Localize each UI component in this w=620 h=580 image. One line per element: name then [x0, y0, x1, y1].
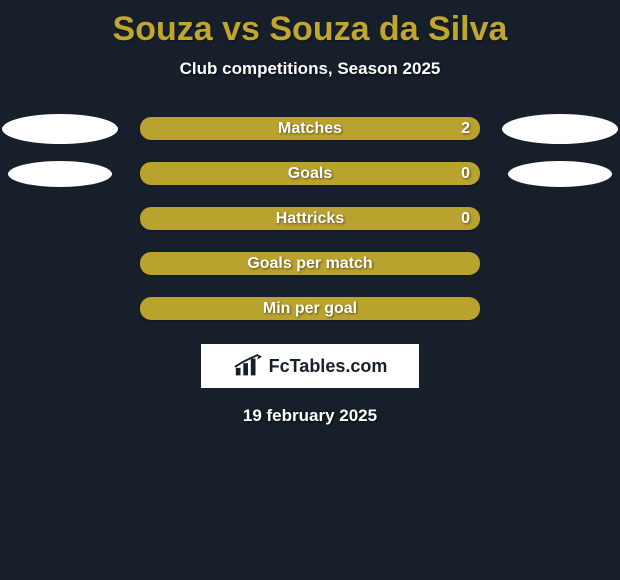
stat-value-right: 0 [461, 165, 470, 183]
stat-label: Matches [278, 120, 342, 138]
stat-label: Goals [288, 165, 332, 183]
stat-bar: Goals 0 [140, 162, 480, 185]
comparison-title: Souza vs Souza da Silva [0, 0, 620, 49]
stat-row: Min per goal [0, 297, 620, 320]
comparison-subtitle: Club competitions, Season 2025 [0, 59, 620, 79]
right-value-ellipse [502, 114, 618, 144]
stat-row: Goals 0 [0, 162, 620, 185]
left-value-ellipse [8, 161, 112, 187]
site-logo: FcTables.com [201, 344, 419, 388]
stat-value-right: 0 [461, 210, 470, 228]
site-logo-text: FcTables.com [269, 356, 388, 377]
stat-label: Goals per match [247, 255, 372, 273]
stat-row: Goals per match [0, 252, 620, 275]
stat-rows: Matches 2 Goals 0 Hattricks 0 Goals per match M… [0, 117, 620, 320]
left-value-ellipse [2, 114, 118, 144]
stat-label: Hattricks [276, 210, 344, 228]
chart-icon [233, 354, 263, 378]
stat-label: Min per goal [263, 300, 357, 318]
snapshot-date: 19 february 2025 [0, 406, 620, 426]
stat-bar: Hattricks 0 [140, 207, 480, 230]
stat-bar: Goals per match [140, 252, 480, 275]
stat-bar: Min per goal [140, 297, 480, 320]
stat-bar: Matches 2 [140, 117, 480, 140]
stat-row: Hattricks 0 [0, 207, 620, 230]
stat-value-right: 2 [461, 120, 470, 138]
stat-row: Matches 2 [0, 117, 620, 140]
right-value-ellipse [508, 161, 612, 187]
